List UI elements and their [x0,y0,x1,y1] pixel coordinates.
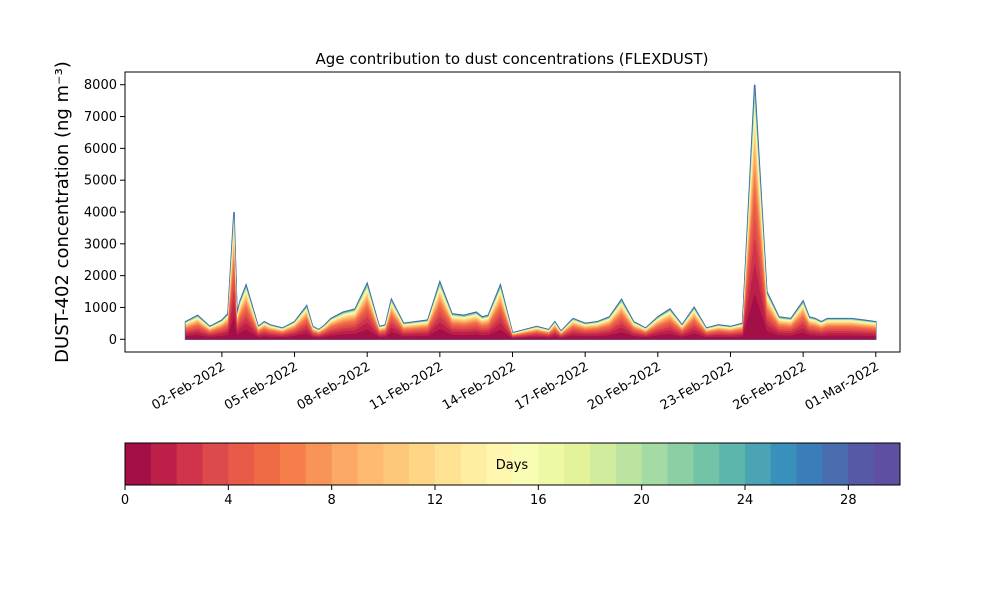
colorbar-tick-label: 4 [224,493,232,508]
colorbar-swatch [667,443,694,485]
y-tick-label: 2000 [84,269,117,284]
colorbar-label: Days [496,458,529,473]
colorbar-tick-label: 24 [737,493,754,508]
age-layer-4 [185,199,876,340]
age-layer-0 [185,293,876,340]
x-tick-label: 02-Feb-2022 [149,359,228,413]
colorbar-swatch [331,443,358,485]
colorbar-swatch [202,443,229,485]
colorbar-swatch [745,443,772,485]
y-tick-label: 5000 [84,174,117,189]
colorbar-swatch [564,443,591,485]
colorbar-swatch [305,443,333,485]
colorbar-swatch [848,443,875,485]
y-tick-label: 0 [109,333,117,348]
chart-title: Age contribution to dust concentrations … [316,50,709,68]
colorbar-swatch [254,443,281,485]
age-layer-3 [185,217,876,340]
colorbar-swatch [590,443,617,485]
age-layer-1 [185,262,876,340]
x-tick-label: 11-Feb-2022 [367,359,446,413]
y-tick-label: 6000 [84,142,117,157]
y-tick-label: 3000 [84,237,117,252]
colorbar-tick-label: 20 [633,493,650,508]
y-tick-label: 1000 [84,301,117,316]
x-tick-label: 08-Feb-2022 [295,359,374,413]
colorbar-swatch [150,443,178,485]
age-layer-28 [185,84,876,340]
colorbar-tick-label: 12 [427,493,444,508]
colorbar-swatch [280,443,307,485]
y-tick-label: 4000 [84,206,117,221]
colorbar-tick-label: 28 [840,493,857,508]
colorbar-swatch [486,443,513,485]
colorbar-swatch [693,443,720,485]
age-area-layers [184,84,877,341]
colorbar-swatch [822,443,849,485]
colorbar-swatch [538,443,565,485]
y-tick-label: 8000 [84,78,117,93]
colorbar-swatch [228,443,255,485]
x-tick-label: 05-Feb-2022 [222,359,301,413]
colorbar-tick-label: 0 [121,493,129,508]
colorbar-swatch [409,443,436,485]
colorbar-swatch [796,443,823,485]
colorbar-swatch [125,443,152,485]
colorbar-swatch [512,443,539,485]
colorbar-tick-label: 16 [530,493,547,508]
x-tick-label: 14-Feb-2022 [440,359,519,413]
colorbar-swatch [615,443,643,485]
x-tick-label: 23-Feb-2022 [658,359,737,413]
colorbar-swatch [383,443,410,485]
colorbar-swatch [641,443,668,485]
colorbar [124,442,901,486]
age-layer-29 [184,84,877,341]
colorbar-swatch [357,443,384,485]
x-tick-label: 26-Feb-2022 [731,359,810,413]
colorbar-swatch [435,443,462,485]
colorbar-swatch [874,443,901,485]
colorbar-swatch [460,443,488,485]
x-tick-label: 17-Feb-2022 [513,359,592,413]
x-tick-label: 20-Feb-2022 [585,359,664,413]
x-tick-label: 01-Mar-2022 [803,359,882,413]
colorbar-swatch [176,443,203,485]
age-layer-27 [185,85,876,340]
colorbar-swatch [719,443,746,485]
colorbar-swatch [770,443,798,485]
y-axis-label: DUST-402 concentration (ng m⁻³) [52,61,73,363]
colorbar-ticks: 0 4 8 12 16 20 24 28 [121,485,857,508]
x-axis-ticks: 02-Feb-202205-Feb-202208-Feb-202211-Feb-… [149,352,882,414]
y-tick-label: 7000 [84,110,117,125]
age-layer-2 [185,237,876,340]
y-axis-ticks: 0 1000 2000 3000 4000 5000 6000 7000 8000 [84,78,125,348]
colorbar-tick-label: 8 [328,493,336,508]
